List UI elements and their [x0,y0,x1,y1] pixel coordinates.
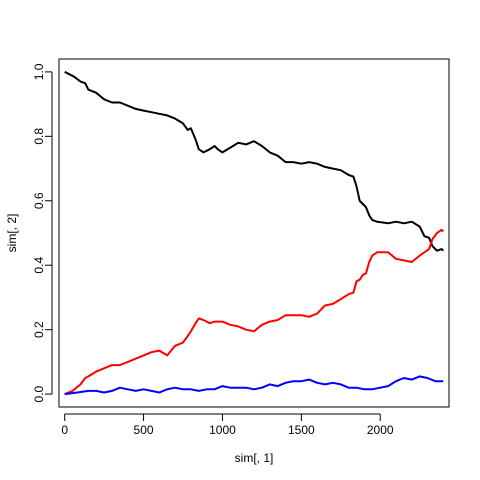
x-tick-label: 1500 [288,423,315,437]
x-tick-label: 0 [61,423,68,437]
series-line-3 [64,375,444,396]
x-tick-label: 2000 [367,423,394,437]
y-axis-label: sim[, 2] [5,214,19,253]
series-layer [64,71,445,396]
x-tick-label: 1000 [209,423,236,437]
y-tick-label: 0.4 [32,257,46,274]
y-tick-label: 0.8 [32,128,46,145]
series-line-1 [64,71,445,252]
x-axis: 0 500 1000 1500 2000 [61,413,394,437]
y-tick-label: 0.0 [32,385,46,402]
plot-frame [58,58,450,408]
y-tick-label: 0.6 [32,192,46,209]
x-axis-label: sim[, 1] [235,451,274,465]
y-axis: 0.0 0.2 0.4 0.6 0.8 1.0 [32,63,53,402]
y-tick-label: 0.2 [32,321,46,338]
y-tick-label: 1.0 [32,63,46,80]
series-line-2 [64,228,445,396]
x-tick-label: 500 [134,423,154,437]
